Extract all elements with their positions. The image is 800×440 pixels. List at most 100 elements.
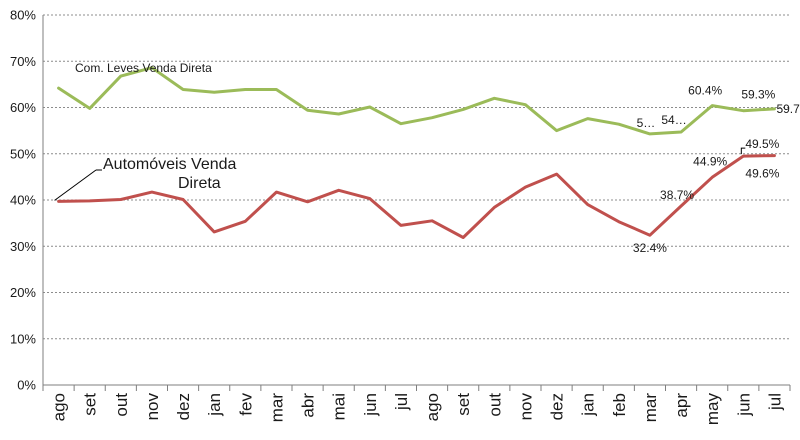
x-tick-label: jun <box>734 393 753 417</box>
gridlines <box>43 14 790 340</box>
x-tick-label: jul <box>392 393 411 411</box>
y-tick-label: 80% <box>10 8 36 23</box>
data-point <box>244 220 247 223</box>
data-point <box>711 176 714 179</box>
data-label: 49.6% <box>745 167 779 181</box>
y-axis-ticks: 0% 10% 20% 30% 40% 50% 60% 70% 80% <box>10 8 36 393</box>
data-label: 38.7% <box>660 188 694 202</box>
series-label-leader-line <box>54 169 97 201</box>
data-point <box>213 91 216 94</box>
data-point <box>399 122 402 125</box>
x-tick-label: set <box>81 393 100 416</box>
data-point <box>88 199 91 202</box>
data-labels: Com. Leves Venda Direta Automóveis Venda D… <box>54 61 800 255</box>
x-tick-label: abr <box>299 393 318 418</box>
x-tick-label: out <box>112 393 131 417</box>
data-label: 32.4% <box>633 241 667 255</box>
data-point <box>275 191 278 194</box>
data-point <box>462 236 465 239</box>
data-point <box>555 129 558 132</box>
data-point <box>88 107 91 110</box>
data-point <box>150 191 153 194</box>
y-tick-label: 0% <box>17 378 36 393</box>
x-tick-label: apr <box>672 393 691 418</box>
data-label: 59.3% <box>741 88 775 102</box>
data-point <box>493 97 496 100</box>
x-tick-label: jan <box>205 393 224 417</box>
data-label: 54… <box>661 113 686 127</box>
series-label-automoveis: Automóveis Venda <box>103 156 237 173</box>
data-point <box>213 230 216 233</box>
data-point <box>337 189 340 192</box>
data-point <box>680 205 683 208</box>
data-point <box>306 200 309 203</box>
data-point <box>524 103 527 106</box>
data-point <box>524 186 527 189</box>
data-point <box>586 117 589 120</box>
y-tick-label: 50% <box>10 146 36 161</box>
data-label-leader-line <box>740 147 746 155</box>
x-tick-label: mai <box>330 393 349 420</box>
x-tick-label: jan <box>579 393 598 417</box>
x-tick-label: jun <box>361 393 380 417</box>
data-point <box>399 224 402 227</box>
y-tick-label: 70% <box>10 54 36 69</box>
data-point <box>182 198 185 201</box>
series-line-automoveis <box>57 154 776 239</box>
data-point <box>742 155 745 158</box>
y-tick-label: 10% <box>10 331 36 346</box>
y-tick-label: 40% <box>10 193 36 208</box>
x-tick-label: dez <box>548 393 567 420</box>
data-point <box>773 154 776 157</box>
x-tick-label: mar <box>641 393 660 423</box>
x-tick-label: feb <box>610 393 629 417</box>
data-point <box>431 116 434 119</box>
data-label: 5… <box>637 116 656 130</box>
data-point <box>57 87 60 90</box>
data-label: 44.9% <box>693 154 727 168</box>
data-point <box>275 88 278 91</box>
x-tick-label: fev <box>236 393 255 416</box>
data-label: 60.4% <box>688 84 722 98</box>
data-point <box>648 234 651 237</box>
data-point <box>368 197 371 200</box>
y-tick-label: 30% <box>10 239 36 254</box>
data-point <box>119 75 122 78</box>
data-point <box>648 132 651 135</box>
x-tick-label: may <box>703 393 722 426</box>
series-group <box>57 66 776 239</box>
x-tick-label: nov <box>143 393 162 421</box>
data-point <box>617 220 620 223</box>
data-point <box>742 109 745 112</box>
data-point <box>493 206 496 209</box>
data-point <box>337 112 340 115</box>
x-tick-label: jul <box>765 393 784 411</box>
axes <box>42 15 791 391</box>
data-label: 49.5% <box>745 137 779 151</box>
data-point <box>244 88 247 91</box>
x-tick-label: dez <box>174 393 193 420</box>
data-point <box>182 88 185 91</box>
data-point <box>711 104 714 107</box>
x-tick-label: ago <box>50 393 69 421</box>
data-point <box>462 108 465 111</box>
x-tick-label: nov <box>516 393 535 421</box>
data-point <box>57 200 60 203</box>
data-point <box>617 123 620 126</box>
series-label-com-leves: Com. Leves Venda Direta <box>75 61 212 75</box>
x-axis-ticks: ago set out nov dez jan fev mar abr mai jun jul ago s… <box>50 393 785 426</box>
y-tick-label: 60% <box>10 100 36 115</box>
data-label: 59.7% <box>776 102 800 116</box>
x-tick-label: ago <box>423 393 442 421</box>
series-label-automoveis: Direta <box>178 175 221 192</box>
data-point <box>431 219 434 222</box>
x-tick-label: set <box>454 393 473 416</box>
data-point <box>306 109 309 112</box>
x-tick-label: out <box>485 393 504 417</box>
data-point <box>586 203 589 206</box>
data-point <box>368 106 371 109</box>
y-tick-label: 20% <box>10 285 36 300</box>
data-point <box>680 131 683 134</box>
x-tick-label: mar <box>267 393 286 423</box>
